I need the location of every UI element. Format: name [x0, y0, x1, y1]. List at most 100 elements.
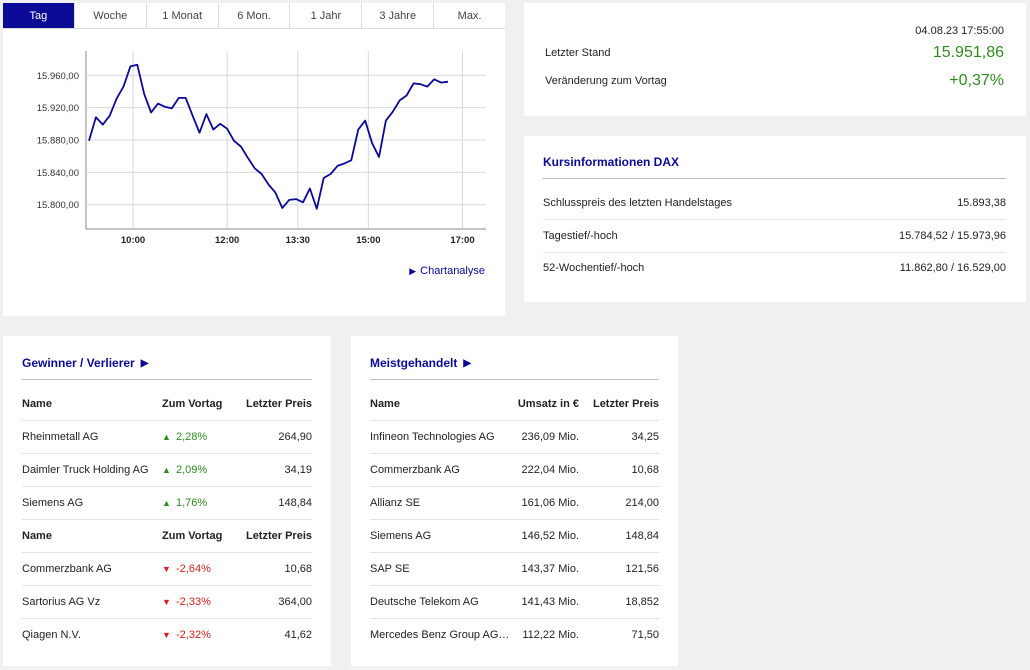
stock-price: 10,68 — [631, 464, 659, 476]
col-price: Letzter Preis — [245, 398, 312, 410]
table-row[interactable]: Siemens AG 146,52 Mio. 148,84 — [370, 520, 659, 553]
stock-price: 18,852 — [625, 596, 659, 608]
stock-change: -2,64% — [176, 563, 211, 575]
table-row[interactable]: Daimler Truck Holding AG ▲ 2,09% 34,19 — [22, 454, 312, 487]
info-value: 15.784,52 / 15.973,96 — [898, 230, 1006, 242]
table-row[interactable]: Deutsche Telekom AG 141,43 Mio. 18,852 — [370, 586, 659, 619]
tab-max[interactable]: Max. — [457, 9, 482, 22]
y-tick-label: 15.920,00 — [37, 103, 79, 114]
x-tick-label: 15:00 — [356, 235, 380, 246]
stock-price: 10,68 — [284, 563, 312, 575]
quote-timestamp: 04.08.23 17:55:00 — [915, 25, 1004, 37]
table-header: Name Zum Vortag Letzter Preis — [22, 388, 312, 421]
info-row-close: Schlusspreis des letzten Handelstages 15… — [543, 187, 1006, 220]
col-name: Name — [22, 398, 52, 410]
table-row[interactable]: Sartorius AG Vz ▼ -2,33% 364,00 — [22, 586, 312, 619]
price-chart: 15.960,00 15.920,00 15.880,00 15.840,00 15.8… — [37, 51, 486, 246]
tab-6-mon[interactable]: 6 Mon. — [219, 3, 291, 28]
change-label: Veränderung zum Vortag — [545, 75, 667, 87]
y-tick-label: 15.840,00 — [37, 168, 79, 179]
tab-3-jahre[interactable]: 3 Jahre — [362, 3, 435, 28]
change-row: Veränderung zum Vortag +0,37% — [545, 72, 1004, 90]
info-label: Schlusspreis des letzten Handelstages — [543, 197, 732, 209]
table-row[interactable]: Siemens AG ▲ 1,76% 148,84 — [22, 487, 312, 520]
table-row[interactable]: SAP SE 143,37 Mio. 121,56 — [370, 553, 659, 586]
period-tabs: Tag Woche 1 Monat 6 Mon. 1 Jahr 3 Jahre … — [3, 3, 505, 29]
tab-1-monat[interactable]: 1 Monat — [147, 3, 219, 28]
stock-price: 148,84 — [625, 530, 659, 542]
stock-name: Qiagen N.V. — [22, 629, 81, 641]
stock-name: Siemens AG — [370, 530, 432, 542]
price-info-panel: Kursinformationen DAX Schlusspreis des l… — [524, 136, 1026, 302]
stock-turnover: 112,22 Mio. — [522, 629, 579, 641]
play-arrow-icon: ▶ — [463, 357, 472, 369]
info-label: 52-Wochentief/-hoch — [543, 262, 645, 274]
table-row[interactable]: Qiagen N.V. ▼ -2,32% 41,62 — [22, 619, 312, 651]
info-value: 15.893,38 — [957, 197, 1006, 209]
table-header: Name Zum Vortag Letzter Preis — [22, 520, 312, 553]
stock-name: Infineon Technologies AG — [370, 431, 495, 443]
triangle-up-icon: ▲ — [162, 498, 171, 508]
divider — [22, 379, 312, 380]
table-row[interactable]: Commerzbank AG ▼ -2,64% 10,68 — [22, 553, 312, 586]
most-traded-title-link[interactable]: Meistgehandelt ▶ — [370, 356, 471, 370]
stock-price: 364,00 — [278, 596, 312, 608]
chartanalyse-label: Chartanalyse — [420, 265, 485, 277]
col-price: Letzter Preis — [592, 398, 659, 410]
stock-change: 2,28% — [176, 431, 208, 443]
x-tick-label: 17:00 — [450, 235, 474, 246]
stock-name: SAP SE — [370, 563, 410, 575]
chartanalyse-link[interactable]: ▶ Chartanalyse — [409, 265, 485, 277]
play-arrow-icon: ▶ — [409, 265, 417, 276]
stock-turnover: 222,04 Mio. — [521, 464, 579, 476]
y-tick-label: 15.800,00 — [37, 200, 79, 211]
stock-name: Deutsche Telekom AG — [370, 596, 479, 608]
most-traded-panel: Meistgehandelt ▶ Name Umsatz in € Letzte… — [351, 336, 678, 666]
triangle-down-icon: ▼ — [162, 564, 171, 574]
most-traded-table: Name Umsatz in € Letzter Preis Infineon … — [370, 388, 659, 651]
col-change: Zum Vortag — [162, 530, 223, 542]
winners-losers-title-link[interactable]: Gewinner / Verlierer ▶ — [22, 356, 148, 370]
stock-change: 2,09% — [176, 464, 208, 476]
stock-name: Mercedes Benz Group AG ... — [370, 629, 510, 641]
stock-change: -2,32% — [176, 629, 211, 641]
winners-losers-table: Name Zum Vortag Letzter Preis Rheinmetal… — [22, 388, 312, 651]
stock-change: 1,76% — [176, 497, 208, 509]
info-value: 11.862,80 / 16.529,00 — [899, 262, 1006, 274]
winners-losers-panel: Gewinner / Verlierer ▶ Name Zum Vortag L… — [3, 336, 331, 666]
tab-tag[interactable]: Tag — [3, 3, 75, 28]
col-change: Zum Vortag — [162, 398, 223, 410]
tab-1-jahr[interactable]: 1 Jahr — [290, 3, 363, 28]
col-name: Name — [370, 398, 400, 410]
stock-price: 264,90 — [278, 431, 312, 443]
stock-price: 34,25 — [631, 431, 659, 443]
table-row[interactable]: Infineon Technologies AG 236,09 Mio. 34,… — [370, 421, 659, 454]
col-turnover: Umsatz in € — [517, 398, 579, 410]
change-value: +0,37% — [949, 72, 1004, 89]
stock-name: Commerzbank AG — [22, 563, 112, 575]
stock-turnover: 146,52 Mio. — [521, 530, 579, 542]
table-row[interactable]: Mercedes Benz Group AG ... 112,22 Mio. 7… — [370, 619, 659, 651]
x-tick-label: 12:00 — [215, 235, 239, 246]
price-info-title: Kursinformationen DAX — [543, 155, 680, 169]
col-price: Letzter Preis — [245, 530, 312, 542]
triangle-down-icon: ▼ — [162, 630, 171, 640]
y-tick-label: 15.960,00 — [37, 71, 79, 82]
table-row[interactable]: Allianz SE 161,06 Mio. 214,00 — [370, 487, 659, 520]
table-header: Name Umsatz in € Letzter Preis — [370, 388, 659, 421]
play-arrow-icon: ▶ — [140, 357, 149, 369]
stock-turnover: 143,37 Mio. — [521, 563, 579, 575]
divider — [370, 379, 659, 380]
stock-name: Allianz SE — [370, 497, 421, 509]
x-tick-label: 10:00 — [121, 235, 145, 246]
table-row[interactable]: Commerzbank AG 222,04 Mio. 10,68 — [370, 454, 659, 487]
table-row[interactable]: Rheinmetall AG ▲ 2,28% 264,90 — [22, 421, 312, 454]
last-price-label: Letzter Stand — [545, 47, 611, 59]
winners-losers-title: Gewinner / Verlierer — [22, 356, 135, 370]
stock-price: 214,00 — [625, 497, 659, 509]
stock-name: Rheinmetall AG — [22, 431, 99, 443]
info-row-52w-range: 52-Wochentief/-hoch 11.862,80 / 16.529,0… — [543, 252, 1006, 284]
stock-name: Sartorius AG Vz — [22, 596, 101, 608]
tab-woche[interactable]: Woche — [75, 3, 147, 28]
price-line — [88, 63, 449, 210]
